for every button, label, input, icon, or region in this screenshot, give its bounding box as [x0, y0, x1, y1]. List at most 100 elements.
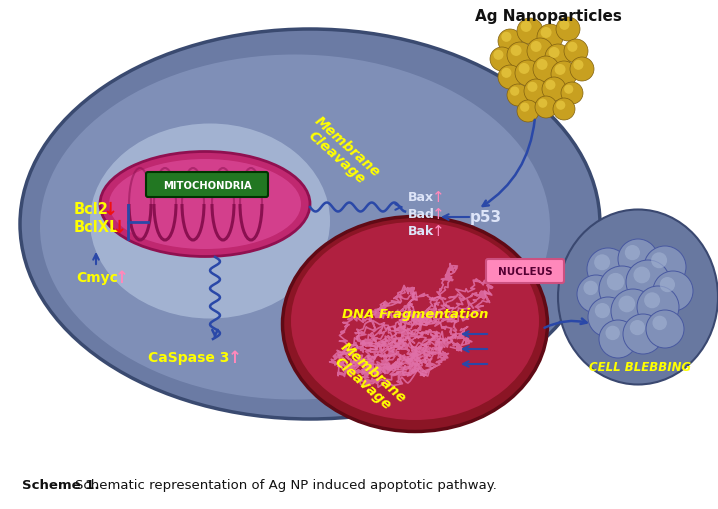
Circle shape	[653, 316, 667, 330]
Text: NUCLEUS: NUCLEUS	[498, 267, 552, 276]
Ellipse shape	[109, 160, 301, 249]
Ellipse shape	[20, 30, 600, 419]
Circle shape	[646, 310, 684, 348]
Circle shape	[490, 48, 514, 72]
Text: p53: p53	[470, 210, 502, 225]
Circle shape	[567, 43, 577, 53]
Circle shape	[507, 43, 533, 69]
FancyBboxPatch shape	[146, 173, 268, 197]
Circle shape	[553, 99, 575, 121]
Circle shape	[644, 293, 660, 308]
Circle shape	[653, 271, 693, 312]
Circle shape	[538, 99, 547, 108]
Text: ↓: ↓	[112, 218, 127, 237]
Text: Bad: Bad	[408, 208, 435, 221]
Text: DNA Fragmentation: DNA Fragmentation	[342, 308, 488, 321]
Text: ↑: ↑	[228, 348, 242, 366]
Circle shape	[510, 88, 519, 97]
Circle shape	[607, 273, 624, 291]
Circle shape	[633, 267, 651, 284]
Circle shape	[515, 61, 541, 87]
Ellipse shape	[90, 124, 330, 319]
Circle shape	[545, 45, 571, 71]
Text: ↑: ↑	[115, 268, 129, 287]
Circle shape	[595, 303, 610, 319]
Circle shape	[625, 245, 640, 261]
Text: Ag Nanoparticles: Ag Nanoparticles	[475, 9, 622, 23]
Circle shape	[521, 22, 531, 33]
Circle shape	[564, 40, 588, 64]
Ellipse shape	[282, 217, 548, 432]
Text: ↓: ↓	[103, 201, 118, 218]
Circle shape	[605, 326, 620, 341]
Circle shape	[588, 297, 628, 337]
Text: Membrane
Cleavage: Membrane Cleavage	[302, 113, 383, 190]
Circle shape	[574, 61, 584, 71]
Text: Cmyc: Cmyc	[76, 270, 118, 285]
Text: CELL BLEBBING: CELL BLEBBING	[589, 361, 691, 374]
Circle shape	[501, 33, 511, 43]
Text: MITOCHONDRIA: MITOCHONDRIA	[162, 181, 251, 191]
Circle shape	[510, 46, 521, 57]
Circle shape	[498, 30, 522, 54]
Circle shape	[493, 51, 503, 61]
Circle shape	[599, 267, 645, 313]
Circle shape	[524, 80, 548, 104]
Text: Scheme 1.: Scheme 1.	[22, 478, 100, 492]
Circle shape	[554, 65, 566, 76]
Circle shape	[637, 287, 679, 328]
Circle shape	[561, 83, 583, 105]
Ellipse shape	[291, 222, 539, 420]
Circle shape	[549, 48, 559, 59]
Ellipse shape	[100, 152, 310, 257]
Circle shape	[533, 57, 559, 83]
Circle shape	[651, 253, 667, 269]
Text: ↑: ↑	[432, 224, 444, 239]
Circle shape	[618, 296, 635, 313]
Circle shape	[507, 85, 529, 107]
Circle shape	[551, 62, 577, 88]
Circle shape	[618, 240, 658, 279]
Circle shape	[559, 21, 569, 31]
Circle shape	[594, 255, 610, 271]
Circle shape	[520, 103, 529, 112]
Circle shape	[517, 19, 543, 45]
Circle shape	[660, 277, 675, 293]
Circle shape	[564, 86, 573, 95]
Circle shape	[599, 320, 637, 358]
Circle shape	[611, 290, 655, 333]
Circle shape	[542, 78, 566, 102]
Circle shape	[498, 66, 522, 90]
Circle shape	[546, 80, 556, 91]
Circle shape	[587, 248, 629, 291]
Text: Bak: Bak	[408, 225, 434, 238]
FancyBboxPatch shape	[486, 260, 564, 284]
Ellipse shape	[558, 210, 718, 385]
Circle shape	[556, 18, 580, 42]
Text: ↑: ↑	[432, 190, 444, 205]
Text: Bcl2: Bcl2	[74, 202, 109, 217]
Text: BclXL: BclXL	[74, 220, 119, 235]
Circle shape	[584, 281, 598, 296]
Text: ↑: ↑	[432, 207, 444, 222]
Circle shape	[501, 69, 511, 79]
Text: CaSpase 3: CaSpase 3	[148, 350, 229, 364]
Circle shape	[536, 60, 548, 71]
Circle shape	[556, 101, 565, 110]
Circle shape	[537, 25, 563, 51]
Circle shape	[623, 315, 663, 354]
Circle shape	[535, 97, 557, 119]
Circle shape	[517, 101, 539, 123]
Circle shape	[531, 42, 541, 53]
Circle shape	[541, 28, 551, 39]
Circle shape	[630, 320, 645, 335]
Circle shape	[527, 39, 553, 65]
Circle shape	[626, 261, 670, 304]
Circle shape	[527, 82, 538, 93]
Circle shape	[518, 64, 530, 75]
Circle shape	[644, 246, 686, 289]
Ellipse shape	[40, 55, 550, 400]
Circle shape	[577, 275, 615, 314]
Text: Bax: Bax	[408, 191, 434, 204]
Circle shape	[570, 58, 594, 82]
